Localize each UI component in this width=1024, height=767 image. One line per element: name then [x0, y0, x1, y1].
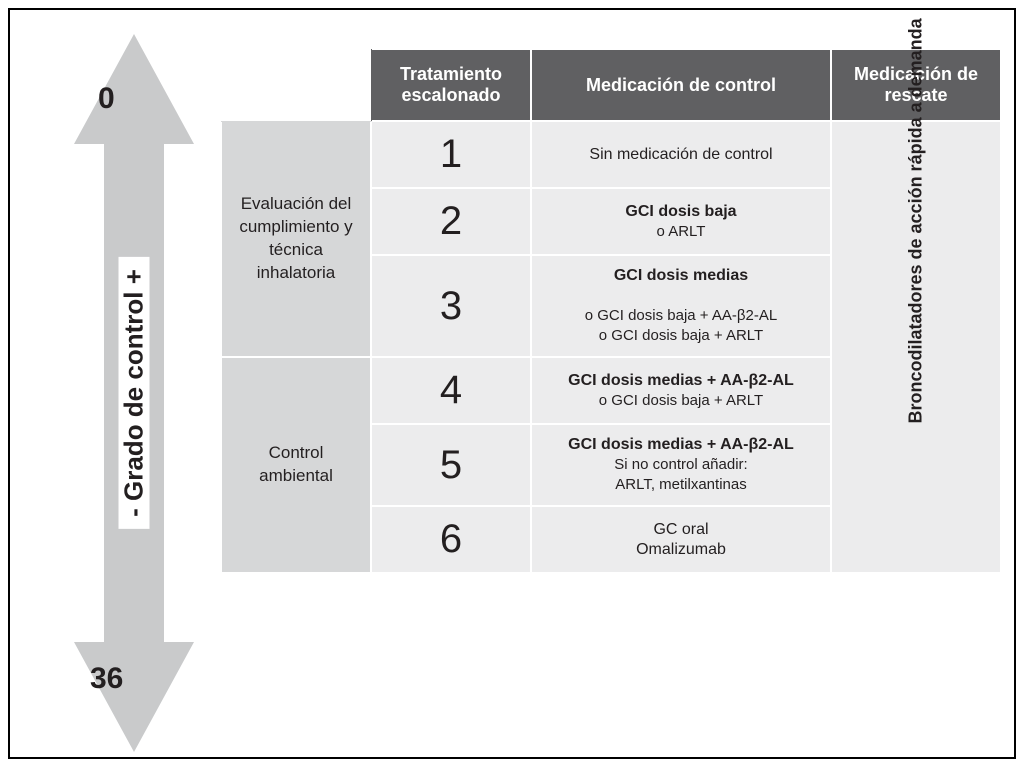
step-number: 3 — [371, 255, 531, 357]
control-main: GCI dosis medias + AA-β2-AL — [568, 436, 794, 453]
control-axis: 0 36 - Grado de control + — [74, 34, 194, 752]
control-med: GC oralOmalizumab — [531, 506, 831, 573]
control-main: GC oralOmalizumab — [636, 521, 726, 558]
rescue-cell: Broncodilatadores de acción rápida a dem… — [831, 121, 1001, 573]
step-number: 5 — [371, 424, 531, 506]
outer-frame: 0 36 - Grado de control + Tratamiento es… — [8, 8, 1016, 759]
axis-top-value: 0 — [98, 82, 115, 116]
control-sub: o GCI dosis baja + ARLT — [599, 392, 763, 409]
step-number: 4 — [371, 357, 531, 424]
control-med: GCI dosis medias + AA-β2-AL o GCI dosis … — [531, 357, 831, 424]
rescue-text: Broncodilatadores de acción rápida a dem… — [906, 271, 927, 423]
control-main: Sin medicación de control — [589, 146, 772, 163]
control-med: Sin medicación de control — [531, 121, 831, 188]
axis-bottom-value: 36 — [90, 662, 123, 696]
axis-label: - Grado de control + — [119, 257, 150, 529]
control-sub: Si no control añadir:ARLT, metilxantinas — [614, 456, 747, 493]
control-med: GCI dosis baja o ARLT — [531, 188, 831, 255]
header-blank — [221, 49, 371, 121]
step-number: 6 — [371, 506, 531, 573]
control-main: GCI dosis medias + AA-β2-AL — [568, 372, 794, 389]
header-step: Tratamiento escalonado — [371, 49, 531, 121]
table-row: Evaluación del cumplimiento y técnica in… — [221, 121, 1001, 188]
control-sub: o GCI dosis baja + AA-β2-ALo GCI dosis b… — [585, 307, 777, 344]
control-med: GCI dosis medias + AA-β2-AL Si no contro… — [531, 424, 831, 506]
side-eval: Evaluación del cumplimiento y técnica in… — [221, 121, 371, 357]
table-header-row: Tratamiento escalonado Medicación de con… — [221, 49, 1001, 121]
treatment-table: Tratamiento escalonado Medicación de con… — [220, 48, 1002, 574]
header-control: Medicación de control — [531, 49, 831, 121]
step-number: 2 — [371, 188, 531, 255]
side-env: Control ambiental — [221, 357, 371, 573]
control-sub: o ARLT — [657, 223, 706, 240]
control-main: GCI dosis baja — [625, 203, 736, 220]
step-number: 1 — [371, 121, 531, 188]
control-med: GCI dosis medias o GCI dosis baja + AA-β… — [531, 255, 831, 357]
control-main: GCI dosis medias — [614, 267, 748, 284]
